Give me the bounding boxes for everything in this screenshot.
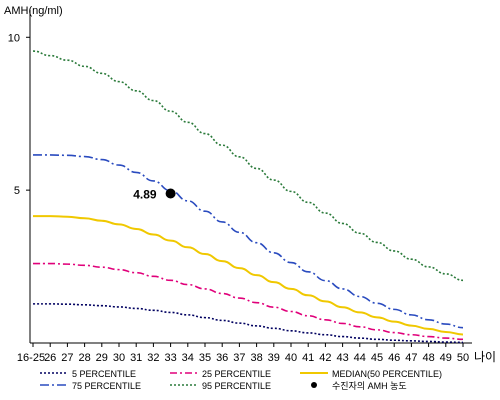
- x-tick-label: 43: [336, 352, 348, 364]
- axes: AMH(ng/ml) 5 10 16-25 26 27 28 29 30 31 32 33 34 35 36…: [4, 5, 496, 364]
- x-tick-label: 32: [147, 352, 159, 364]
- x-tick-label: 46: [388, 352, 400, 364]
- x-tick-label: 30: [113, 352, 125, 364]
- y-tick-label: 10: [8, 32, 20, 44]
- legend-label: 75 PERCENTILE: [72, 381, 141, 391]
- legend-label: 95 PERCENTILE: [202, 381, 271, 391]
- x-axis-label: 나이: [474, 350, 496, 364]
- legend-label: 25 PERCENTILE: [202, 369, 271, 379]
- x-tick-label: 29: [96, 352, 108, 364]
- x-tick-label: 40: [285, 352, 297, 364]
- legend-label: 수진자의 AMH 농도: [332, 381, 407, 391]
- x-tick-label: 33: [164, 352, 176, 364]
- x-tick-label: 50: [457, 352, 469, 364]
- patient-amh-value-label: 4.89: [133, 188, 157, 202]
- patient-amh-point: [165, 188, 176, 199]
- x-tick-label: 48: [422, 352, 434, 364]
- x-tick-label: 38: [250, 352, 262, 364]
- highlight-point-layer: 4.89: [133, 188, 176, 202]
- series-layer: [32, 50, 464, 344]
- legend-point-swatch: [311, 382, 317, 388]
- x-tick-label: 34: [182, 352, 194, 364]
- series-line-5-percentile: [32, 303, 464, 344]
- series-line-95-percentile: [32, 50, 464, 282]
- legend-label: 5 PERCENTILE: [72, 369, 136, 379]
- y-axis-label: AMH(ng/ml): [4, 5, 63, 17]
- series-line-75-percentile: [32, 154, 464, 329]
- x-tick-label: 26: [44, 352, 56, 364]
- x-tick-label: 35: [199, 352, 211, 364]
- x-tick-label: 42: [319, 352, 331, 364]
- y-tick-label: 5: [14, 185, 20, 197]
- series-line-median-50-percentile: [33, 215, 464, 336]
- x-tick-label: 39: [268, 352, 280, 364]
- x-tick-label: 36: [216, 352, 228, 364]
- x-tick-label: 31: [130, 352, 142, 364]
- x-tick-label: 37: [233, 352, 245, 364]
- x-tick-label: 45: [371, 352, 383, 364]
- series-line-25-percentile: [33, 262, 464, 341]
- x-tick-label: 49: [440, 352, 452, 364]
- legend: 5 PERCENTILE 25 PERCENTILE MEDIAN(50 PERCE…: [40, 369, 442, 391]
- x-tick-label: 47: [405, 352, 417, 364]
- x-tick-label: 44: [354, 352, 366, 364]
- x-tick-label: 41: [302, 352, 314, 364]
- x-tick-label: 28: [78, 352, 90, 364]
- legend-label: MEDIAN(50 PERCENTILE): [332, 369, 442, 379]
- x-tick-label: 16-25: [17, 352, 45, 364]
- x-tick-label: 27: [61, 352, 73, 364]
